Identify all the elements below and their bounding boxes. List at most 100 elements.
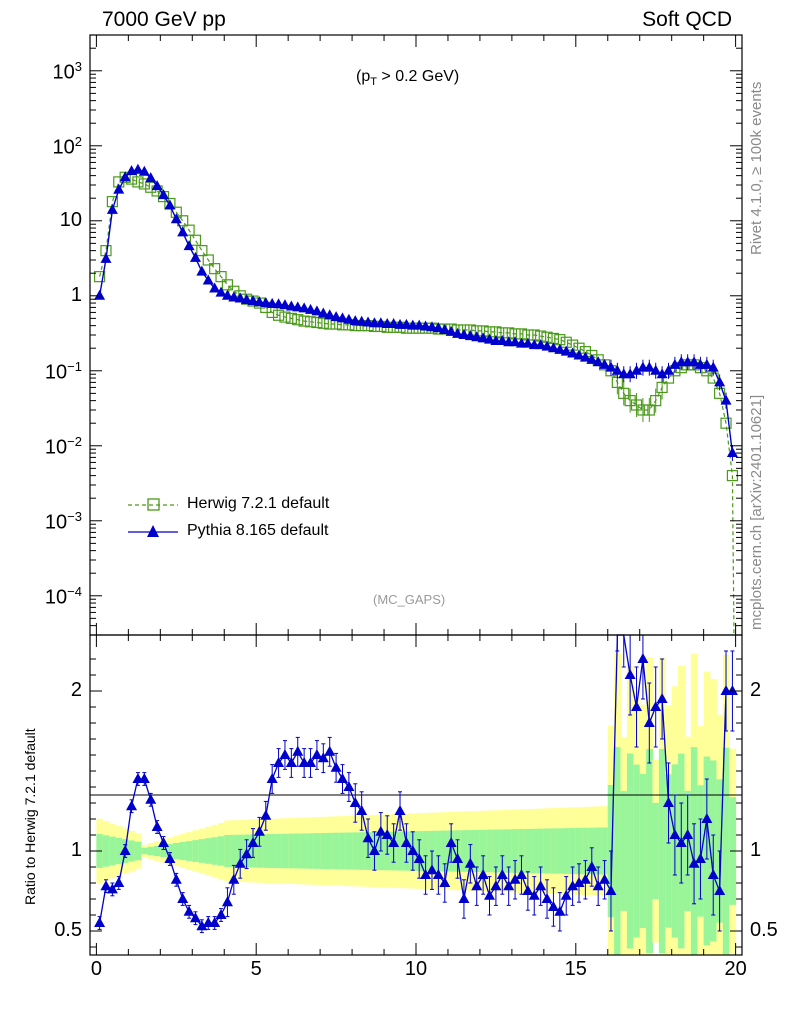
ratio-point <box>631 701 643 711</box>
ratio-ytick-label-left: 2 <box>70 679 82 701</box>
band-inner-bin <box>268 834 276 868</box>
herwig-point <box>618 387 630 399</box>
ratio-point <box>279 749 291 759</box>
herwig-point <box>138 178 150 190</box>
header-right-label: Soft QCD <box>642 8 732 31</box>
legend-herwig-label: Herwig 7.2.1 default <box>187 495 330 512</box>
series-layer <box>93 163 739 636</box>
band-inner-bin <box>230 834 238 868</box>
ratio-point <box>503 880 515 891</box>
ratio-point <box>273 757 285 767</box>
herwig-point <box>132 176 144 188</box>
pythia-point <box>650 364 662 375</box>
ratio-point <box>106 883 118 894</box>
herwig-point <box>196 245 208 257</box>
pythia-point <box>170 213 182 224</box>
band-inner-bin <box>499 829 506 873</box>
ratio-point <box>164 853 176 863</box>
ratio-point <box>471 880 483 891</box>
pythia-point <box>336 312 348 323</box>
pythia-point <box>662 364 674 375</box>
ratio-point <box>656 693 668 703</box>
band-inner-bin <box>601 827 609 875</box>
ratio-point <box>253 825 265 836</box>
band-inner-bin <box>435 830 443 872</box>
ratio-point <box>484 889 496 900</box>
legend <box>128 498 178 537</box>
pythia-point <box>643 361 655 372</box>
ratio-point <box>714 885 726 895</box>
pythia-point <box>464 330 476 341</box>
xtick-label: 5 <box>250 958 262 980</box>
rivet-version-label: Rivet 4.1.0, ≥ 100k events <box>748 81 765 255</box>
main-ytick-label: 103 <box>53 59 82 85</box>
band-inner-bin <box>658 749 666 953</box>
pythia-point <box>579 351 591 362</box>
pythia-point <box>720 394 732 405</box>
ratio-point <box>515 869 527 879</box>
ratio-point <box>560 889 572 900</box>
ratio-point <box>113 877 125 887</box>
pythia-point <box>94 289 106 300</box>
ratio-point <box>413 853 425 863</box>
band-inner-bin <box>531 828 538 874</box>
pythia-point <box>522 337 534 348</box>
pythia-point <box>151 180 163 191</box>
ratio-point <box>234 857 246 868</box>
main-ytick-label: 10 <box>60 209 82 232</box>
band-inner-bin <box>582 827 590 875</box>
herwig-point <box>189 234 202 246</box>
herwig-point <box>215 271 227 283</box>
pythia-point <box>164 199 176 210</box>
ratio-point <box>592 880 604 891</box>
ratio-point <box>650 701 662 711</box>
band-inner-bin <box>262 834 270 868</box>
pythia-point <box>573 349 585 360</box>
ytick-exponent: −3 <box>67 508 82 524</box>
pythia-point <box>241 293 253 304</box>
pythia-point <box>669 358 681 369</box>
pythia-point <box>547 342 559 353</box>
herwig-point <box>720 417 732 429</box>
herwig-point <box>304 316 317 328</box>
pythia-point <box>113 183 125 194</box>
ytick-base: 10 <box>44 586 68 609</box>
ratio-point <box>94 917 106 927</box>
band-inner-bin <box>639 774 647 928</box>
band-inner-bin <box>614 747 622 955</box>
herwig-point <box>656 381 668 394</box>
ratio-point <box>138 773 150 783</box>
ratio-point <box>637 653 649 663</box>
band-inner-bin <box>620 791 628 911</box>
ratio-point <box>336 773 348 783</box>
ratio-point <box>662 797 674 807</box>
pythia-point <box>234 292 246 303</box>
pythia-point <box>100 252 112 263</box>
band-inner-bin <box>134 841 142 861</box>
band-inner-bin <box>563 828 570 874</box>
ratio-point <box>260 809 272 820</box>
band-inner-bin <box>205 838 212 864</box>
ratio-ylabel: Ratio to Herwig 7.2.1 default <box>22 728 38 905</box>
watermark-label: (MC_GAPS) <box>373 592 446 607</box>
band-inner-bin <box>288 833 296 869</box>
band-inner-bin <box>492 829 500 873</box>
band-inner-bin <box>294 833 302 869</box>
band-inner-bin <box>332 832 340 870</box>
pythia-point <box>701 358 713 369</box>
pythia-point <box>343 313 355 324</box>
herwig-point <box>202 254 214 266</box>
pythia-point <box>707 361 719 372</box>
ytick-exponent: −1 <box>67 358 82 374</box>
band-inner-bin <box>358 832 366 870</box>
ratio-point <box>381 829 393 839</box>
mcplots-label: mcplots.cern.ch [arXiv:2401.10621] <box>748 394 765 630</box>
ratio-ytick-label-left: 0.5 <box>54 919 82 941</box>
pythia-point <box>324 309 336 320</box>
band-inner-bin <box>339 832 347 870</box>
ratio-point <box>464 857 476 868</box>
pythia-point <box>688 356 700 367</box>
band-inner-bin <box>352 832 359 870</box>
band-inner-bin <box>556 828 564 874</box>
pythia-point <box>631 364 643 375</box>
